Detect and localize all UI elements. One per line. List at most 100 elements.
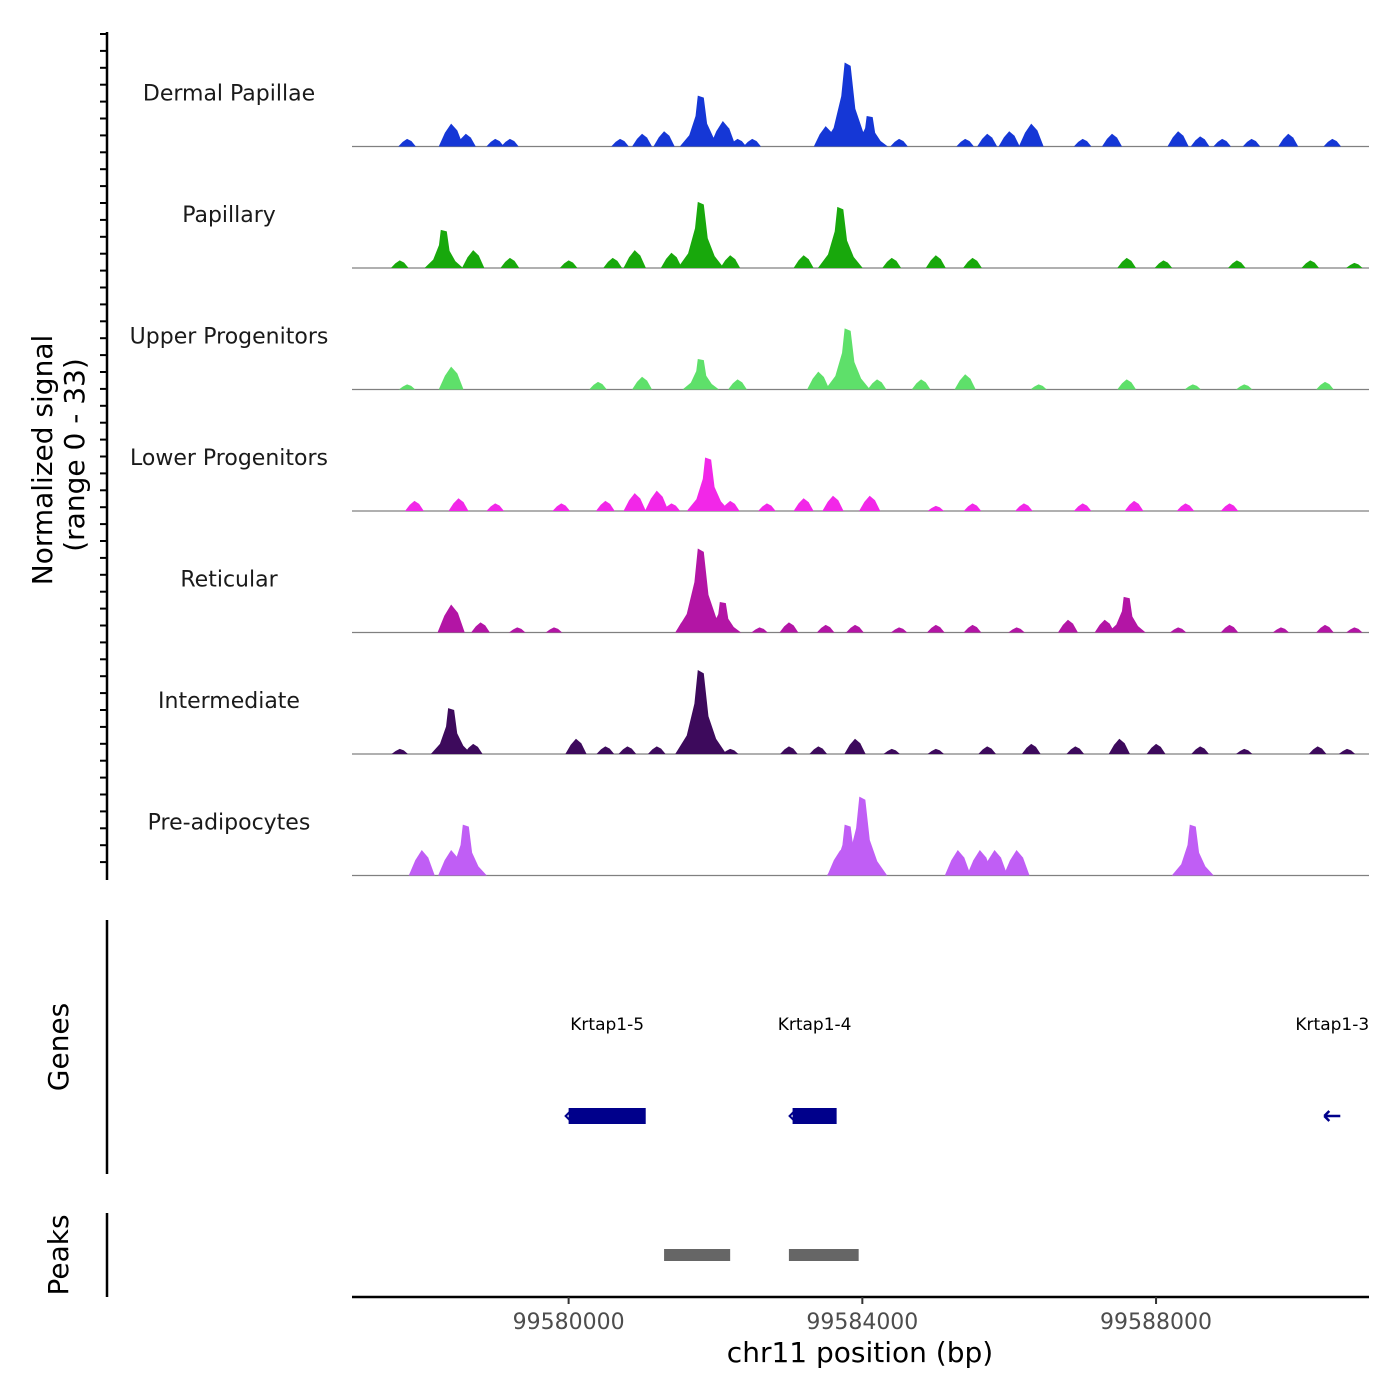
coverage-peak [1323,138,1342,147]
peaks-panel-title: Peaks [42,1214,75,1295]
coverage-peak [500,257,520,268]
peak-region[interactable] [788,1249,859,1261]
coverage-peak [438,366,464,390]
coverage-peak [1213,138,1231,147]
track-dermal-papillae: Dermal Papillae [143,62,1369,148]
peak-region[interactable] [664,1249,731,1261]
gene-exon [568,1108,646,1124]
coverage-peak [430,708,472,754]
coverage-peak [1117,257,1137,268]
coverage-peak [559,260,578,268]
coverage-peak [1316,381,1334,390]
coverage-peak [807,371,830,390]
gene-exon [792,1108,837,1124]
coverage-peak [1117,379,1137,390]
coverage-peak [461,250,485,268]
coverage-peak [486,138,504,147]
coverage-peak [944,850,971,876]
coverage-peak [1235,384,1253,390]
track-lower-progenitors: Lower Progenitors [130,446,1369,512]
coverage-peak [471,622,490,633]
track-label: Pre-adipocytes [148,811,311,836]
coverage-peak [837,796,888,876]
coverage-peak [816,624,835,633]
coverage-peak [448,498,469,511]
gene-krtap1-4[interactable]: Krtap1-4 [778,1015,852,1124]
coverage-peak [675,670,727,754]
coverage-peak [1101,133,1122,147]
x-axis-ticks: 99580000 99584000 99588000 [513,1297,1212,1335]
coverage-peak [444,824,487,876]
coverage-peak [1184,384,1201,390]
coverage-peak [963,624,982,633]
coverage-peak [623,493,646,511]
coverage-peak [1146,743,1166,754]
coverage-peak [859,495,881,511]
coverage-peak [623,250,646,268]
coverage-peak [977,133,998,147]
coverage-peak [926,624,945,633]
coverage-peak [1220,503,1239,511]
coverage-peak [844,738,866,754]
coverage-peak [925,255,946,268]
coverage-peak [963,503,982,511]
coverage-peak [1242,138,1261,147]
coverage-peak [890,627,908,633]
track-label: Intermediate [158,689,300,714]
coverage-peak [408,850,435,876]
coverage-peak [846,624,864,633]
coverage-peak [618,746,637,754]
track-pre-adipocytes: Pre-adipocytes [148,796,1369,877]
coverage-peak [956,138,974,147]
coverage-peak [1015,503,1033,511]
coverage-peak [603,257,623,268]
coverage-peak [1107,596,1146,633]
coverage-peak [825,328,871,390]
coverage-peak [1066,746,1085,754]
coverage-peak [728,379,747,390]
gene-krtap1-3[interactable]: Krtap1-3 [1295,1015,1369,1122]
coverage-peak [882,257,902,268]
coverage-peak [1171,824,1214,876]
coverage-peak [398,138,416,147]
coverage-peak [1308,746,1327,754]
coverage-peak [632,133,653,147]
coverage-peak [463,743,483,754]
coverage-peak [1003,850,1030,876]
coverage-peak [1108,738,1130,754]
gene-krtap1-5[interactable]: Krtap1-5 [564,1015,646,1124]
coverage-peak [809,746,828,754]
coverage-peak [391,748,408,754]
coverage-peak [1008,627,1025,633]
track-label: Papillary [182,203,276,228]
coverage-peak [822,62,874,147]
coverage-peak [611,138,629,147]
coverage-peak [653,131,675,147]
coverage-peak [978,746,996,754]
coverage-peak [1338,748,1356,754]
track-upper-progenitors: Upper Progenitors [130,325,1369,391]
coverage-peak [677,201,724,268]
track-papillary: Papillary [182,201,1369,269]
coverage-peak [589,381,607,390]
coverage-peak [545,627,563,633]
gene-strand-arrow [564,1109,573,1123]
x-axis-title: chr11 position (bp) [727,1336,993,1369]
coverage-peak [682,358,719,390]
coverage-peak [565,738,587,754]
y-axis-title-line1: Normalized signal [26,335,59,586]
coverage-peak [883,748,900,754]
coverage-peak [596,746,615,754]
coverage-peak [1301,260,1320,268]
coverage-peak [455,133,476,147]
x-tick-label: 99584000 [806,1310,918,1335]
coverage-peak [998,131,1020,147]
x-tick-label: 99580000 [513,1310,625,1335]
coverage-peak [793,255,814,268]
coverage-peak [1030,384,1047,390]
coverage-peak [720,255,741,268]
coverage-peak [911,379,931,390]
coverage-peak [1316,624,1334,633]
coverage-peak [793,498,814,511]
